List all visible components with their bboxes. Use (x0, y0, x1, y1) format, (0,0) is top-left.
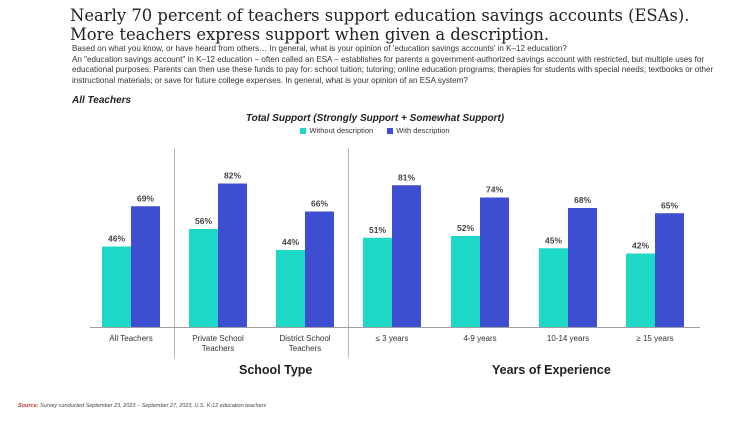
legend-label-with: With description (396, 126, 450, 135)
data-label-with-description: 81% (398, 172, 415, 182)
data-label-with-description: 66% (311, 199, 328, 209)
category-label: ≤ 3 years (376, 334, 409, 343)
data-label-without-description: 45% (545, 235, 562, 245)
data-label-without-description: 51% (369, 225, 386, 235)
bar-with-description (218, 183, 247, 327)
legend-item-with: With description (387, 126, 450, 135)
data-label-without-description: 56% (195, 216, 212, 226)
bar-without-description (539, 248, 568, 327)
headline: Nearly 70 percent of teachers support ed… (70, 6, 690, 44)
category-label: Teachers (202, 344, 234, 353)
subset-label: All Teachers (72, 95, 132, 106)
bar-with-description (305, 211, 334, 327)
bar-without-description (626, 253, 655, 327)
bar-with-description (655, 213, 684, 327)
legend-swatch-without (300, 127, 307, 134)
source-text: Survey conducted September 23, 2023 – Se… (40, 403, 267, 409)
source-note: Source: Survey conducted September 23, 2… (18, 403, 266, 409)
group-label-years-of-experience: Years of Experience (492, 363, 611, 377)
legend: Without description With description (0, 126, 750, 135)
category-label: Teachers (289, 344, 321, 353)
data-label-without-description: 52% (457, 223, 474, 233)
bar-with-description (480, 197, 509, 327)
legend-item-without: Without description (300, 126, 373, 135)
category-label: ≥ 15 years (636, 334, 673, 343)
category-label: Private School (192, 334, 244, 343)
bar-with-description (392, 185, 421, 327)
bar-with-description (568, 208, 597, 327)
bar-without-description (363, 237, 392, 327)
chart-title: Total Support (Strongly Support + Somewh… (245, 113, 505, 124)
data-label-with-description: 82% (224, 171, 241, 181)
data-label-without-description: 42% (632, 241, 649, 251)
data-label-with-description: 65% (661, 200, 678, 210)
category-label: District School (279, 334, 330, 343)
data-label-with-description: 68% (574, 195, 591, 205)
category-label: 10-14 years (547, 334, 589, 343)
bar-without-description (189, 229, 218, 327)
category-label: 4-9 years (463, 334, 496, 343)
bar-with-description (131, 206, 160, 327)
question-line: Based on what you know, or have heard fr… (72, 44, 567, 53)
data-label-with-description: 74% (486, 185, 503, 195)
group-label-school-type: School Type (239, 363, 313, 377)
survey-question: Based on what you know, or have heard fr… (72, 44, 722, 86)
data-label-with-description: 69% (137, 193, 154, 203)
bar-without-description (276, 250, 305, 327)
category-label: All Teachers (109, 334, 152, 343)
data-label-without-description: 44% (282, 237, 299, 247)
legend-label-without: Without description (309, 126, 374, 135)
question-line: An "education savings account" in K–12 e… (72, 54, 714, 85)
source-label: Source: (18, 403, 39, 409)
bar-without-description (451, 236, 480, 327)
data-label-without-description: 46% (108, 234, 125, 244)
legend-swatch-with (387, 127, 394, 134)
bar-without-description (102, 246, 131, 327)
